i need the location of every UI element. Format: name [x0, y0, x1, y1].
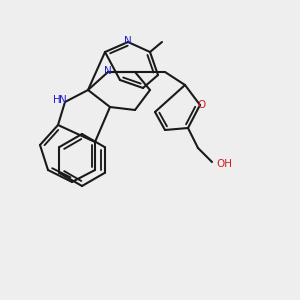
Text: H: H — [53, 95, 61, 105]
Text: O: O — [197, 100, 205, 110]
Text: OH: OH — [216, 159, 232, 169]
Text: N: N — [124, 36, 132, 46]
Text: N: N — [59, 95, 67, 105]
Text: N: N — [104, 66, 112, 76]
